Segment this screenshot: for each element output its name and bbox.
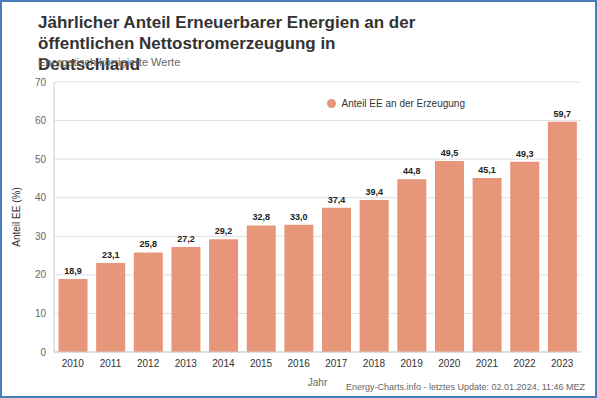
html-text:Energetisch korrigierte Werte: Energetisch korrigierte Werte [38,56,181,68]
svg-text:2017: 2017 [325,358,348,369]
svg-text:2023: 2023 [551,358,574,369]
svg-text:40: 40 [35,192,47,203]
svg-text:10: 10 [35,308,47,319]
svg-text:37,4: 37,4 [328,195,346,205]
svg-text:39,4: 39,4 [365,187,383,197]
svg-text:2014: 2014 [212,358,235,369]
svg-text:2021: 2021 [476,358,499,369]
svg-text:70: 70 [35,77,47,88]
svg-text:2011: 2011 [100,358,122,369]
svg-text:2019: 2019 [400,358,423,369]
svg-text:49,3: 49,3 [516,149,534,159]
svg-text:2018: 2018 [363,358,386,369]
svg-text:27,2: 27,2 [177,234,195,244]
svg-text:33,0: 33,0 [290,212,308,222]
svg-text:25,8: 25,8 [140,239,158,249]
svg-text:2015: 2015 [250,358,273,369]
svg-text:18,9: 18,9 [64,266,82,276]
svg-text:23,1: 23,1 [102,250,120,260]
svg-text:20: 20 [35,269,47,280]
svg-text:49,5: 49,5 [441,148,459,158]
html-text:Jährlicher Anteil Erneuerbarer: Jährlicher Anteil Erneuerbarer Energien … [38,13,416,74]
svg-text:59,7: 59,7 [554,109,572,119]
svg-text:2010: 2010 [62,358,85,369]
svg-text:Jahr: Jahr [308,377,328,386]
svg-text:50: 50 [35,154,47,165]
svg-text:2016: 2016 [288,358,311,369]
svg-text:45,1: 45,1 [478,165,496,175]
svg-text:32,8: 32,8 [252,212,270,222]
svg-text:60: 60 [35,115,47,126]
svg-text:Anteil EE (%): Anteil EE (%) [11,187,22,246]
html-text:Anteil EE an der Erzeugung: Anteil EE an der Erzeugung [341,98,465,109]
svg-text:30: 30 [35,231,47,242]
svg-text:2013: 2013 [175,358,198,369]
svg-text:29,2: 29,2 [215,226,233,236]
svg-text:2012: 2012 [137,358,160,369]
svg-text:2020: 2020 [438,358,461,369]
html-text:Energy-Charts.info - letztes U: Energy-Charts.info - letztes Update: 02.… [346,382,585,392]
svg-text:44,8: 44,8 [403,166,421,176]
svg-text:0: 0 [40,347,46,358]
svg-text:2022: 2022 [513,358,536,369]
